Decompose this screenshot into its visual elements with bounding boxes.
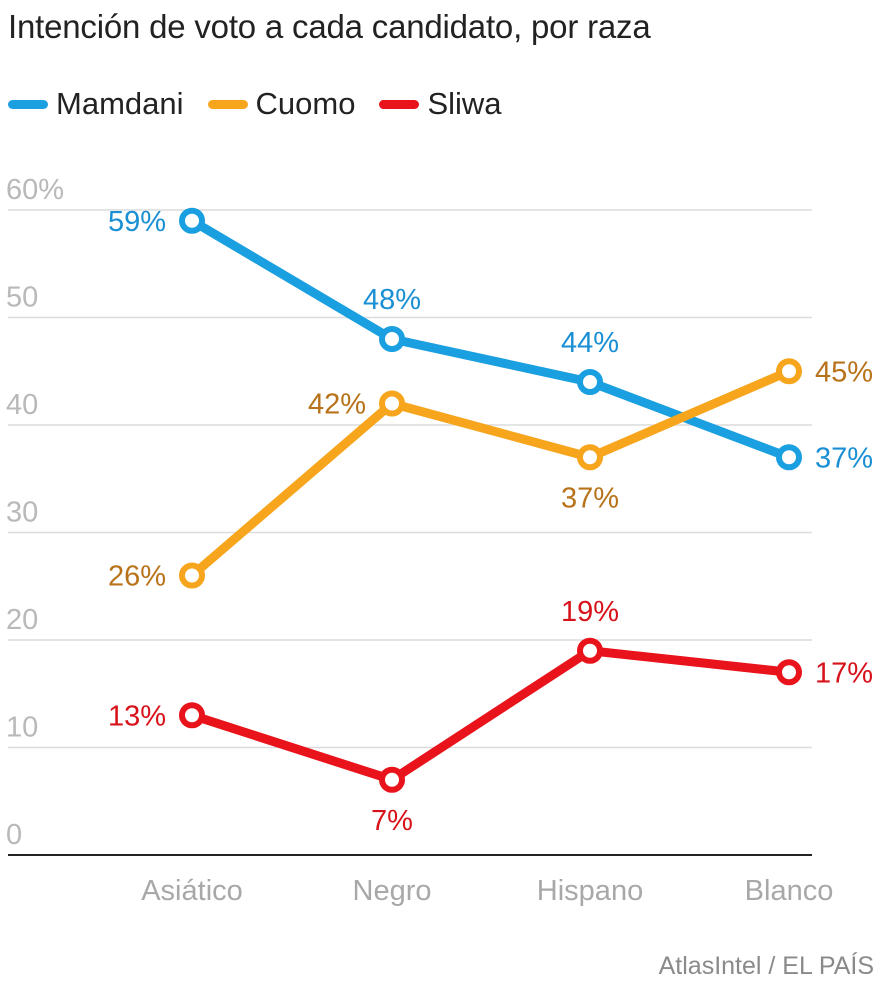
legend-label-sliwa: Sliwa <box>427 86 502 121</box>
data-point-mamdani <box>776 444 802 471</box>
data-point-mamdani <box>179 207 205 234</box>
data-label-mamdani: 37% <box>815 442 873 474</box>
x-tick-label: Asiático <box>141 875 243 907</box>
data-label-sliwa: 13% <box>108 700 166 732</box>
legend-item-cuomo: Cuomo <box>207 86 356 122</box>
x-tick-label: Blanco <box>745 875 834 907</box>
y-tick-label: 20 <box>6 604 38 636</box>
data-point-sliwa <box>776 659 802 686</box>
y-tick-label: 0 <box>6 819 22 851</box>
line-chart: 60% 50 40 30 20 10 0 Asiático Negro Hispano Blanco… <box>6 174 873 907</box>
legend-item-mamdani: Mamdani <box>8 86 184 122</box>
legend: Mamdani Cuomo Sliwa <box>8 86 526 122</box>
data-label-cuomo: 37% <box>561 482 619 514</box>
y-tick-label: 40 <box>6 389 38 421</box>
series-line-mamdani <box>187 216 794 462</box>
data-point-cuomo <box>577 444 603 471</box>
data-label-sliwa: 7% <box>371 805 413 837</box>
legend-item-sliwa: Sliwa <box>379 86 502 122</box>
y-tick-label: 10 <box>6 712 38 744</box>
legend-swatch-mamdani <box>8 99 48 109</box>
data-label-cuomo: 26% <box>108 561 166 593</box>
data-label-mamdani: 59% <box>108 206 166 238</box>
data-label-mamdani: 48% <box>363 284 421 316</box>
data-label-cuomo: 45% <box>815 356 873 388</box>
y-tick-label: 30 <box>6 497 38 529</box>
source-credit: AtlasIntel / EL PAÍS <box>658 952 874 980</box>
legend-swatch-sliwa <box>379 99 420 109</box>
x-tick-label: Negro <box>353 875 432 907</box>
data-point-cuomo <box>179 562 205 589</box>
data-point-sliwa <box>179 702 205 729</box>
data-point-mamdani <box>379 326 405 352</box>
data-point-sliwa <box>577 637 603 664</box>
y-tick-label: 50 <box>6 282 38 314</box>
series-line-cuomo <box>187 366 794 580</box>
data-label-mamdani: 44% <box>561 327 619 359</box>
legend-label-mamdani: Mamdani <box>56 86 184 121</box>
data-point-mamdani <box>577 369 603 395</box>
data-point-sliwa <box>379 766 405 793</box>
series-line-sliwa <box>187 646 794 785</box>
y-tick-label: 60% <box>6 174 64 206</box>
legend-swatch-cuomo <box>207 99 248 109</box>
legend-label-cuomo: Cuomo <box>255 86 356 121</box>
chart-title: Intención de voto a cada candidato, por … <box>8 8 651 45</box>
data-point-cuomo <box>379 390 405 417</box>
data-label-cuomo: 42% <box>308 389 366 421</box>
data-label-sliwa: 19% <box>561 596 619 628</box>
data-point-cuomo <box>776 358 802 385</box>
x-tick-label: Hispano <box>537 875 643 907</box>
data-label-sliwa: 17% <box>815 657 873 689</box>
